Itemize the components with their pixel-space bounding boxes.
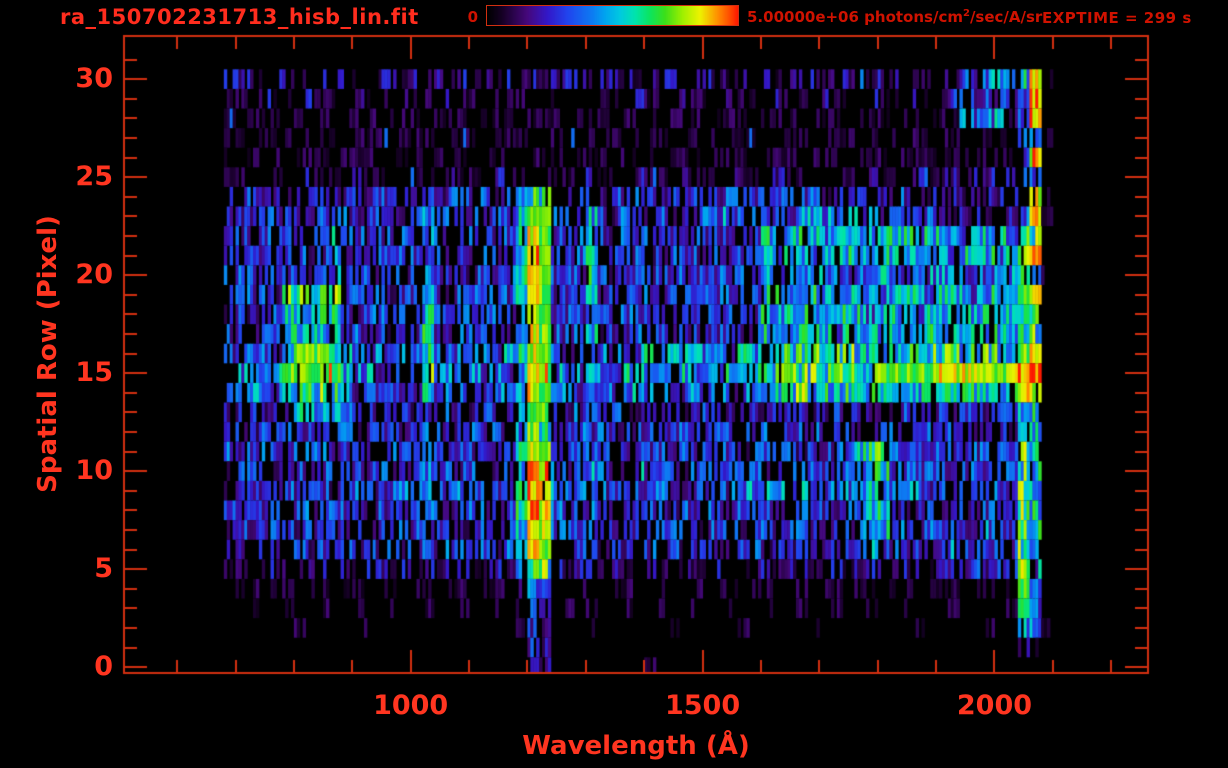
colorbar-superscript: 2 xyxy=(962,8,970,19)
y-tick-label: 25 xyxy=(75,161,113,193)
colorbar-max-label: 5.00000e+06 photons/cm2/sec/A/sr xyxy=(747,8,1042,26)
x-tick-label: 1000 xyxy=(373,690,449,721)
colorbar-gradient xyxy=(487,6,738,25)
y-tick-label: 0 xyxy=(94,651,113,683)
y-tick-label: 30 xyxy=(75,63,113,95)
x-tick-label: 1500 xyxy=(664,690,741,721)
colorbar-min-label: 0 xyxy=(467,8,478,26)
y-tick-label: 10 xyxy=(75,455,113,487)
colorbar xyxy=(486,5,739,26)
plot-title: ra_150702231713_hisb_lin.fit xyxy=(60,5,419,29)
y-tick-label: 15 xyxy=(75,357,113,389)
y-tick-label: 20 xyxy=(75,259,113,291)
x-axis-title: Wavelength (Å) xyxy=(522,731,750,761)
y-tick-label: 5 xyxy=(94,553,113,585)
colorbar-max-value: 5.00000e+06 photons/cm xyxy=(747,8,963,26)
colorbar-max-units: /sec/A/sr xyxy=(969,8,1043,26)
exptime-label: EXPTIME = 299 s xyxy=(1042,9,1192,27)
y-axis-title: Spatial Row (Pixel) xyxy=(33,215,63,493)
x-tick-label: 2000 xyxy=(956,690,1033,721)
